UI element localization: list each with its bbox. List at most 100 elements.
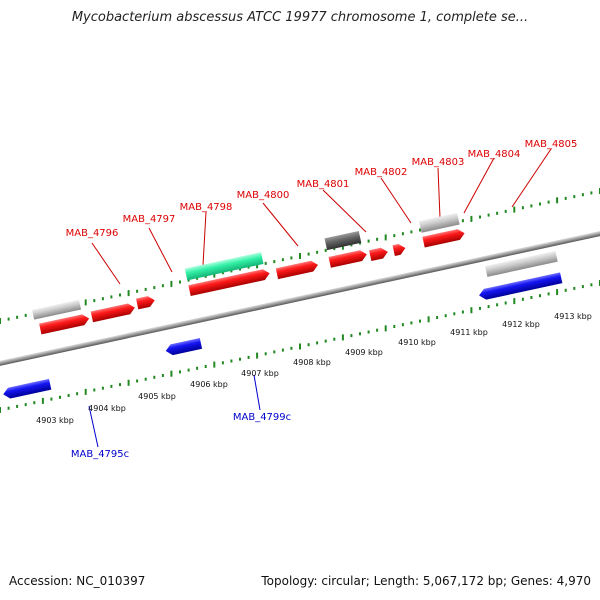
ruler-minor-tick [153,375,156,379]
leader-line [253,374,261,411]
ruler-major-tick [556,197,559,204]
ruler-major-tick [84,388,87,395]
gene-mab4802-dark[interactable] [324,231,362,251]
gene-mab4795c[interactable] [2,378,52,400]
ruler-minor-tick [461,219,464,223]
gene-mab4802[interactable] [328,249,368,268]
ruler-minor-tick [496,211,499,215]
ruler-minor-tick [76,392,79,396]
ruler-minor-tick [196,366,199,370]
gene-label-mab4799c[interactable]: MAB_4799c [233,412,291,423]
gene-label-mab4796[interactable]: MAB_4796 [66,228,119,239]
ruler-minor-tick [33,401,36,405]
ruler-minor-tick [264,352,267,356]
ruler-major-tick [299,343,301,350]
ruler-minor-tick [581,285,584,289]
kbp-label: 4910 kbp [398,338,436,347]
ruler-minor-tick [367,330,370,334]
ruler-minor-tick [333,337,336,341]
ruler-major-tick [213,271,216,278]
leader-line [91,242,121,285]
ruler-minor-tick [479,306,481,310]
ruler-minor-tick [144,287,147,291]
ruler-minor-tick [187,368,190,372]
chromosome-backbone [0,211,600,386]
gene-label-mab4800[interactable]: MAB_4800 [237,190,290,201]
ruler-major-tick [127,290,130,297]
ruler-minor-tick [204,274,207,278]
gene-mab4797[interactable] [90,302,136,323]
topology-info: Topology: circular; Length: 5,067,172 bp… [261,574,591,588]
ruler-minor-tick [530,204,533,208]
ruler-major-tick [127,379,130,386]
ruler-minor-tick [153,286,156,290]
ruler-minor-tick [93,388,96,392]
ruler-minor-tick [7,317,10,321]
ruler-minor-tick [547,292,550,296]
gene-mab4798[interactable] [136,295,156,310]
leader-line [262,202,299,247]
ruler-major-tick [0,318,1,324]
kbp-label: 4904 kbp [88,404,126,413]
ruler-minor-tick [196,276,199,280]
ruler-major-tick [556,289,559,296]
ruler-major-tick [84,299,87,306]
ruler-minor-tick [136,379,139,383]
ruler-minor-tick [487,213,490,217]
ruler-minor-tick [16,404,19,408]
gene-reverse-partial[interactable] [478,272,563,301]
ruler-minor-tick [530,296,533,299]
kbp-label: 4905 kbp [138,392,176,401]
ruler-minor-tick [273,260,276,264]
ruler-minor-tick [230,269,233,273]
ruler-minor-tick [24,403,27,407]
ruler-minor-tick [436,316,439,319]
gene-mab4803[interactable] [369,246,389,262]
ruler-minor-tick [187,278,190,282]
ruler-major-tick [256,352,259,359]
ruler-major-tick [384,325,387,332]
gene-label-mab4798[interactable]: MAB_4798 [180,202,233,213]
ruler-minor-tick [333,247,336,251]
ruler-minor-tick [539,202,541,206]
gene-mab4804[interactable] [392,243,407,256]
gene-label-mab4795c[interactable]: MAB_4795c [71,449,129,460]
gene-mab4800[interactable] [188,268,270,297]
gene-mab4800-highlight[interactable] [184,252,264,281]
gene-label-mab4802[interactable]: MAB_4802 [355,167,408,178]
gene-mab4805[interactable] [422,228,465,248]
gene-label-mab4805[interactable]: MAB_4805 [525,139,578,150]
gene-mab4796[interactable] [39,313,90,335]
gene-grey-partial[interactable] [485,250,558,277]
gene-mab4799c[interactable] [165,338,203,356]
kbp-label: 4908 kbp [293,358,331,367]
ruler-minor-tick [401,323,404,327]
ruler-major-tick [427,316,430,323]
gene-mab4796-grey[interactable] [32,299,82,320]
ruler-layer [0,188,600,413]
ruler-minor-tick [573,195,576,199]
gene-label-mab4797[interactable]: MAB_4797 [123,214,176,225]
ruler-minor-tick [161,284,164,288]
ruler-minor-tick [316,341,319,345]
ruler-minor-tick [496,303,499,307]
gene-label-mab4801[interactable]: MAB_4801 [297,179,350,190]
ruler-minor-tick [24,313,27,317]
ruler-minor-tick [93,299,96,303]
gene-label-mab4804[interactable]: MAB_4804 [468,149,521,160]
ruler-minor-tick [119,293,121,297]
gene-mab4801[interactable] [275,260,319,280]
leader-line [511,148,552,208]
ruler-major-tick [470,307,473,314]
ruler-minor-tick [119,383,121,387]
ruler-minor-tick [410,321,413,325]
ruler-minor-tick [230,359,233,363]
gene-mab4805-grey[interactable] [419,212,460,233]
ruler-minor-tick [521,206,524,210]
ruler-minor-tick [487,305,490,309]
ruler-minor-tick [101,386,104,390]
ruler-minor-tick [179,370,181,374]
ruler-minor-tick [307,343,310,347]
gene-label-mab4803[interactable]: MAB_4803 [412,157,465,168]
